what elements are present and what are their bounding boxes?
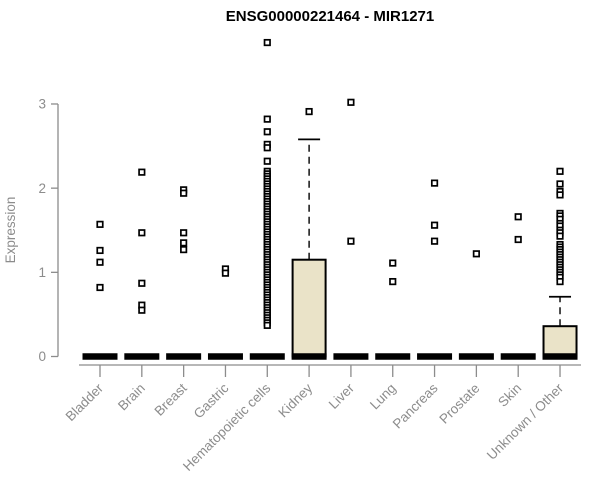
median-bar — [458, 353, 494, 360]
outlier-point — [263, 144, 271, 152]
outlier-point — [96, 258, 104, 266]
x-tick-label: Unknown / Other — [484, 380, 567, 463]
outlier-point — [556, 277, 564, 286]
outlier-point — [138, 168, 146, 176]
x-tick-label: Liver — [326, 380, 358, 412]
y-tick-label: 1 — [38, 265, 46, 280]
outlier-point — [430, 179, 439, 187]
outlier-point — [514, 213, 522, 221]
outlier-point — [180, 229, 188, 237]
median-bar — [82, 353, 118, 360]
median-bar — [207, 353, 243, 360]
outlier-point — [138, 229, 146, 237]
outlier-point — [556, 180, 564, 188]
outlier-point — [138, 306, 146, 314]
outlier-point — [263, 321, 271, 329]
outlier-point — [180, 246, 188, 254]
y-tick-label: 0 — [38, 349, 46, 364]
outlier-point — [263, 115, 271, 123]
outlier-point — [556, 191, 564, 199]
y-tick-label: 3 — [38, 97, 46, 112]
x-tick-label: Bladder — [63, 380, 107, 424]
outlier-point — [556, 232, 564, 240]
x-tick-label: Lung — [367, 381, 399, 413]
outlier-point — [430, 221, 439, 229]
outlier-point — [514, 235, 522, 244]
outlier-point — [138, 279, 146, 287]
median-bar — [542, 353, 578, 360]
outlier-point — [305, 107, 313, 116]
median-bar — [375, 353, 411, 360]
x-tick-label: Kidney — [275, 380, 315, 420]
x-tick-label: Skin — [495, 381, 524, 410]
outlier-point — [347, 98, 355, 106]
outlier-point — [430, 237, 439, 245]
outlier-point — [556, 167, 564, 175]
outlier-point — [96, 283, 104, 292]
x-tick-label: Breast — [152, 380, 190, 418]
median-bar — [500, 353, 536, 360]
outlier-point — [347, 237, 355, 245]
median-bar — [124, 353, 160, 360]
median-bar — [291, 353, 327, 360]
outlier-point — [263, 38, 271, 47]
x-tick-label: Gastric — [191, 380, 232, 421]
y-axis-label: Expression — [3, 197, 18, 264]
outlier-point — [263, 157, 271, 165]
median-bar — [333, 353, 369, 360]
y-tick-label: 2 — [38, 181, 46, 196]
box — [542, 325, 578, 358]
x-tick-label: Pancreas — [390, 380, 441, 431]
outlier-point — [180, 189, 188, 197]
outlier-point — [180, 239, 188, 247]
outlier-point — [96, 246, 104, 255]
median-bar — [166, 353, 202, 360]
outlier-point — [96, 220, 104, 228]
outlier-point — [221, 269, 230, 277]
outlier-point — [389, 259, 397, 267]
median-bar — [417, 353, 453, 360]
x-tick-label: Prostate — [436, 381, 482, 427]
box — [291, 258, 327, 358]
outlier-point — [263, 128, 271, 136]
outlier-point — [472, 250, 480, 258]
outlier-point — [389, 277, 397, 286]
median-bar — [249, 353, 285, 360]
x-tick-label: Brain — [115, 381, 148, 414]
chart-title: ENSG00000221464 - MIR1271 — [225, 8, 435, 25]
